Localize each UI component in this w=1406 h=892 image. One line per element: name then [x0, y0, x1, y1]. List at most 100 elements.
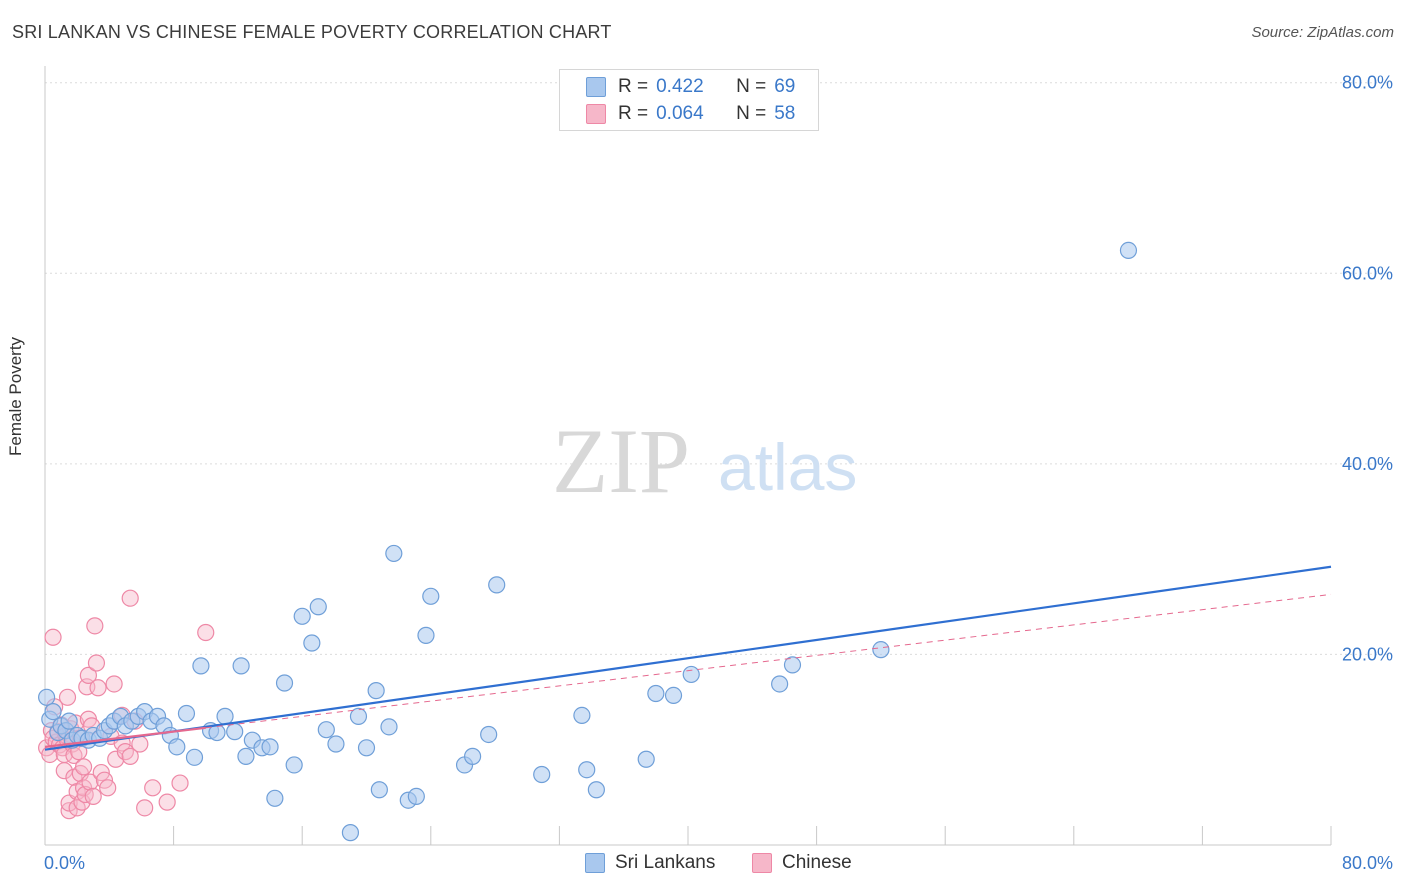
data-points	[38, 241, 1138, 842]
watermark: ZIP atlas	[552, 410, 857, 512]
point-sri-lankans	[587, 781, 605, 799]
point-sri-lankans	[872, 641, 890, 659]
point-sri-lankans	[60, 712, 78, 730]
y-tick-label: 20.0%	[1342, 644, 1393, 664]
trendline-chinese-dashed	[205, 593, 1332, 729]
y-tick-label: 60.0%	[1342, 263, 1393, 283]
point-sri-lankans	[168, 738, 186, 756]
x-tick-label: 80.0%	[1342, 853, 1393, 873]
point-chinese	[89, 679, 107, 697]
point-chinese	[131, 735, 149, 753]
point-sri-lankans	[275, 674, 294, 692]
point-sri-lankans	[422, 587, 440, 605]
point-sri-lankans	[185, 748, 204, 766]
point-sri-lankans	[664, 686, 683, 705]
point-chinese	[144, 779, 162, 797]
source-label: Source: ZipAtlas.com	[1251, 24, 1394, 41]
point-sri-lankans	[177, 704, 196, 723]
point-chinese	[136, 799, 154, 817]
point-chinese	[44, 628, 62, 646]
point-sri-lankans	[327, 735, 345, 753]
point-sri-lankans	[417, 626, 435, 644]
point-sri-lankans	[317, 721, 335, 739]
legend-r-value: 0.422	[656, 76, 704, 97]
legend-n-label: N =	[736, 103, 767, 124]
legend-r-value: 0.064	[656, 103, 704, 124]
point-sri-lankans	[341, 824, 360, 842]
point-chinese	[99, 779, 117, 797]
point-sri-lankans	[226, 723, 244, 741]
point-chinese	[158, 793, 176, 811]
point-chinese	[81, 773, 99, 791]
point-sri-lankans	[357, 739, 376, 757]
point-sri-lankans	[578, 761, 596, 779]
point-sri-lankans	[38, 688, 56, 706]
y-tick-label: 80.0%	[1342, 73, 1393, 93]
point-sri-lankans	[370, 781, 388, 799]
point-sri-lankans	[682, 665, 700, 684]
point-chinese	[84, 787, 102, 806]
legend-swatch-pink	[586, 104, 606, 124]
point-chinese	[74, 779, 93, 797]
point-sri-lankans	[1119, 241, 1138, 260]
point-sri-lankans	[216, 707, 234, 725]
legend-swatch-blue	[585, 853, 605, 873]
point-sri-lankans	[293, 607, 311, 625]
legend-label-sri-lankans: Sri Lankans	[615, 852, 716, 873]
trendline-chinese-solid	[44, 726, 206, 748]
point-sri-lankans	[44, 702, 62, 721]
point-sri-lankans	[367, 682, 385, 700]
point-sri-lankans	[637, 750, 655, 768]
trend-lines	[44, 565, 1332, 751]
point-sri-lankans	[380, 718, 398, 736]
point-sri-lankans	[192, 657, 210, 675]
legend-r-label: R =	[618, 76, 649, 97]
grid-lines	[45, 82, 1393, 655]
y-axis-label: Female Poverty	[6, 336, 25, 456]
point-sri-lankans	[771, 675, 789, 693]
point-sri-lankans	[285, 756, 303, 774]
point-sri-lankans	[463, 747, 482, 765]
y-tick-label: 40.0%	[1342, 454, 1393, 474]
point-sri-lankans	[309, 598, 327, 616]
point-chinese	[87, 654, 106, 672]
legend-swatch-pink	[752, 853, 772, 873]
legend-label-chinese: Chinese	[782, 852, 852, 873]
x-tick-label: 0.0%	[44, 853, 85, 873]
point-sri-lankans	[533, 765, 551, 784]
point-sri-lankans	[349, 707, 368, 725]
legend-item-sri-lankans[interactable]: Sri Lankans	[585, 852, 715, 874]
watermark-atlas: atlas	[718, 430, 857, 504]
watermark-zip: ZIP	[552, 410, 690, 512]
legend-n-value: 58	[774, 103, 796, 124]
legend-r-label: R =	[618, 103, 649, 124]
legend-row-chinese: R = 0.064 N = 58	[586, 102, 795, 126]
point-chinese	[79, 666, 98, 684]
point-chinese	[121, 589, 139, 607]
chart-title: SRI LANKAN VS CHINESE FEMALE POVERTY COR…	[12, 22, 612, 42]
point-sri-lankans	[237, 747, 255, 765]
point-chinese	[121, 747, 139, 765]
trendline-sri-lankans	[44, 565, 1332, 751]
legend-swatch-blue	[586, 77, 606, 97]
point-sri-lankans	[303, 634, 321, 652]
point-chinese	[74, 758, 93, 776]
point-sri-lankans	[480, 725, 498, 744]
tick-labels: 80.0% 60.0% 40.0% 20.0% 0.0% 80.0%	[44, 73, 1393, 873]
legend-item-chinese[interactable]: Chinese	[752, 852, 852, 874]
point-chinese	[116, 743, 134, 761]
legend-n-value: 69	[774, 76, 796, 97]
legend-row-sri-lankans: R = 0.422 N = 69	[586, 75, 795, 99]
point-sri-lankans	[261, 738, 279, 756]
point-sri-lankans	[488, 576, 506, 594]
point-sri-lankans	[647, 684, 665, 703]
point-sri-lankans	[232, 657, 250, 675]
point-sri-lankans	[783, 656, 802, 674]
point-chinese	[197, 623, 215, 642]
point-sri-lankans	[407, 787, 425, 806]
point-sri-lankans	[573, 706, 591, 725]
point-chinese	[171, 774, 189, 792]
point-sri-lankans	[266, 789, 284, 807]
stats-legend: R = 0.422 N = 69 R = 0.064 N = 58	[559, 69, 819, 131]
